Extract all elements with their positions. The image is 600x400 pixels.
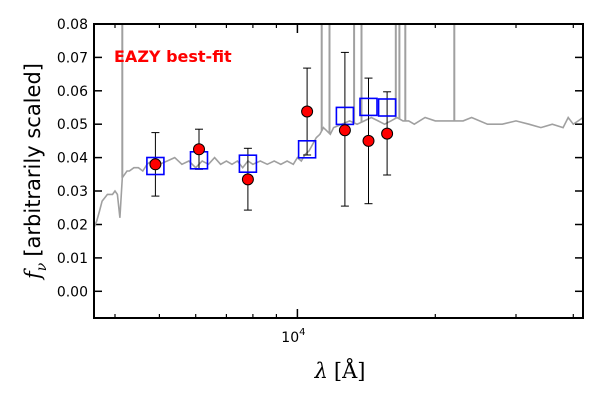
x-axis-symbol: λ xyxy=(314,359,328,383)
observed-point xyxy=(362,134,375,147)
y-tick-label: 0.02 xyxy=(57,218,88,234)
labels-layer: EAZY best-fit λ [Å] fν [arbitrarily scaled… xyxy=(21,47,365,383)
y-tick-label: 0.06 xyxy=(57,84,88,100)
y-tick-label: 0.05 xyxy=(57,117,88,133)
annotation-label: EAZY best-fit xyxy=(114,47,232,66)
observed-point xyxy=(241,173,254,186)
y-axis-subscript: ν xyxy=(34,262,50,271)
observed-points-layer xyxy=(149,105,394,186)
y-tick-label: 0.03 xyxy=(57,184,88,200)
model-point xyxy=(146,156,165,176)
observed-point xyxy=(338,124,351,137)
x-axis-label: λ [Å] xyxy=(314,358,366,383)
y-tick-label: 0.07 xyxy=(57,50,88,66)
model-point xyxy=(297,140,317,159)
template-spectrum-line xyxy=(94,115,583,229)
plot-frame xyxy=(93,23,584,319)
y-tick-label: 0.00 xyxy=(57,284,88,300)
observed-point xyxy=(381,127,394,140)
y-tick-label: 0.01 xyxy=(57,251,88,267)
observed-point xyxy=(149,158,162,171)
x-tick-label: 104 xyxy=(281,327,305,346)
y-axis-text: [arbitrarily scaled] xyxy=(21,63,45,257)
y-axis-symbol: f xyxy=(21,268,45,281)
x-tick-exponent: 4 xyxy=(299,327,305,338)
x-axis-unit: [Å] xyxy=(334,358,366,383)
y-tick-label: 0.08 xyxy=(57,17,88,33)
observed-point xyxy=(301,105,314,118)
model-point xyxy=(359,97,378,117)
observed-point xyxy=(193,143,205,156)
x-tick-base: 10 xyxy=(281,330,299,346)
model-point xyxy=(238,154,258,173)
model-point xyxy=(377,98,397,117)
y-tick-label: 0.04 xyxy=(57,151,88,167)
ticks-layer: 0.00 0.01 0.02 0.03 0.04 0.05 0.06 0.07 0.08 104 xyxy=(57,17,583,346)
y-axis-label: fν [arbitrarily scaled] xyxy=(21,63,50,281)
